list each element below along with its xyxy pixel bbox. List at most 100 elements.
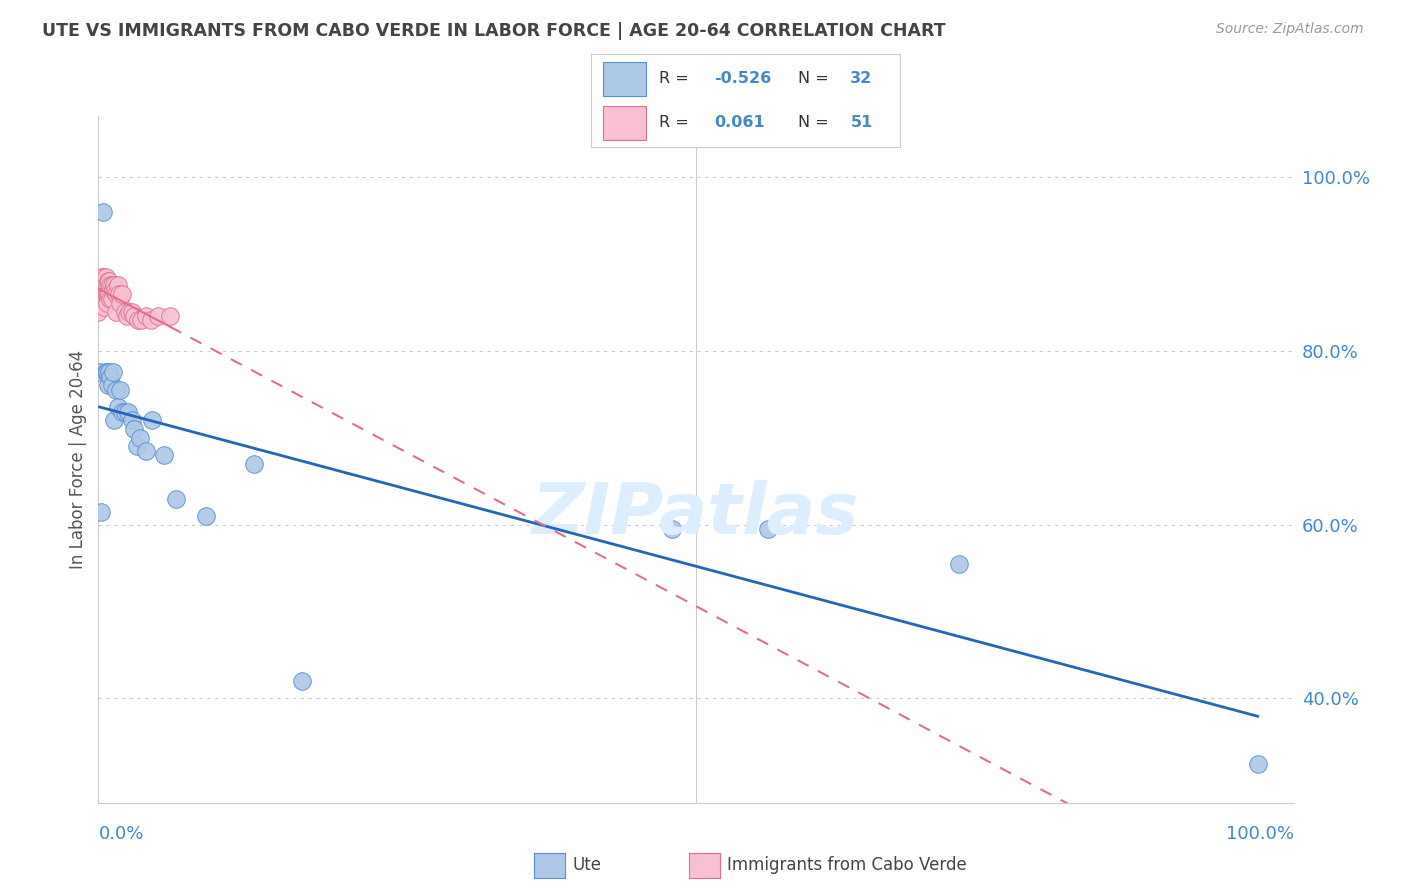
Point [93, 300, 115, 314]
Point [105, 287, 128, 301]
Point [111, 404, 134, 418]
Point [98, 278, 122, 293]
Text: 32: 32 [851, 71, 873, 87]
Point [111, 287, 134, 301]
Point [94, 366, 117, 380]
Text: 0.061: 0.061 [714, 115, 765, 130]
Point [89, 278, 111, 293]
Point [87, 278, 110, 293]
Text: R =: R = [658, 115, 693, 130]
Text: 51: 51 [851, 115, 873, 130]
Text: -0.526: -0.526 [714, 71, 772, 87]
Point [87, 274, 110, 288]
Point [165, 491, 187, 506]
Point [948, 557, 970, 571]
Text: Immigrants from Cabo Verde: Immigrants from Cabo Verde [727, 856, 967, 874]
Point [756, 522, 779, 536]
Point [118, 304, 141, 318]
Point [98, 369, 122, 384]
Point [117, 404, 139, 418]
Point [153, 448, 176, 462]
Text: ZIPatlas: ZIPatlas [533, 480, 859, 549]
Point [90, 504, 112, 518]
Point [107, 287, 129, 301]
Text: Ute: Ute [572, 856, 602, 874]
Point [87, 287, 110, 301]
Point [159, 309, 181, 323]
Point [93, 287, 115, 301]
Text: Source: ZipAtlas.com: Source: ZipAtlas.com [1216, 22, 1364, 37]
Point [125, 439, 148, 453]
Point [90, 287, 112, 301]
Point [135, 309, 157, 323]
Point [124, 422, 146, 436]
Point [97, 287, 120, 301]
Point [100, 378, 122, 392]
Point [96, 287, 118, 301]
Point [103, 413, 125, 427]
Point [91, 287, 114, 301]
Point [97, 274, 120, 288]
Point [121, 304, 143, 318]
Point [89, 296, 111, 310]
Point [91, 269, 114, 284]
Text: 100.0%: 100.0% [1226, 824, 1294, 843]
Point [97, 378, 120, 392]
Point [107, 278, 129, 293]
Point [243, 457, 266, 471]
FancyBboxPatch shape [603, 106, 647, 140]
Y-axis label: In Labor Force | Age 20-64: In Labor Force | Age 20-64 [69, 350, 87, 569]
Point [101, 283, 124, 297]
Point [93, 278, 115, 293]
Point [107, 401, 129, 415]
Point [114, 304, 136, 318]
Point [100, 278, 122, 293]
Point [89, 366, 111, 380]
Point [115, 309, 138, 323]
Point [104, 283, 127, 297]
Point [100, 292, 122, 306]
Point [114, 404, 136, 418]
Point [127, 313, 149, 327]
Point [124, 309, 146, 323]
Point [131, 313, 153, 327]
Point [96, 366, 118, 380]
Point [98, 292, 122, 306]
Point [98, 366, 121, 380]
Point [89, 287, 111, 301]
Point [91, 204, 114, 219]
Point [96, 296, 118, 310]
Text: N =: N = [797, 71, 834, 87]
Point [139, 313, 162, 327]
Point [148, 309, 170, 323]
Point [87, 304, 110, 318]
Point [141, 413, 163, 427]
Point [105, 304, 128, 318]
Point [129, 431, 152, 445]
Point [94, 269, 117, 284]
Text: 0.0%: 0.0% [98, 824, 143, 843]
FancyBboxPatch shape [603, 62, 647, 95]
Point [108, 383, 131, 397]
Point [661, 522, 683, 536]
Point [98, 274, 121, 288]
Point [291, 674, 314, 689]
Point [94, 287, 117, 301]
Text: UTE VS IMMIGRANTS FROM CABO VERDE IN LABOR FORCE | AGE 20-64 CORRELATION CHART: UTE VS IMMIGRANTS FROM CABO VERDE IN LAB… [42, 22, 946, 40]
Point [121, 413, 143, 427]
Text: R =: R = [658, 71, 693, 87]
Point [1246, 756, 1268, 771]
Point [91, 283, 114, 297]
Point [91, 269, 114, 284]
Point [105, 383, 128, 397]
Point [98, 287, 121, 301]
Point [87, 296, 110, 310]
Point [101, 366, 124, 380]
Point [87, 292, 110, 306]
Point [103, 278, 125, 293]
Text: N =: N = [797, 115, 834, 130]
Point [96, 278, 118, 293]
Point [135, 443, 157, 458]
Point [194, 508, 218, 523]
Point [108, 296, 131, 310]
